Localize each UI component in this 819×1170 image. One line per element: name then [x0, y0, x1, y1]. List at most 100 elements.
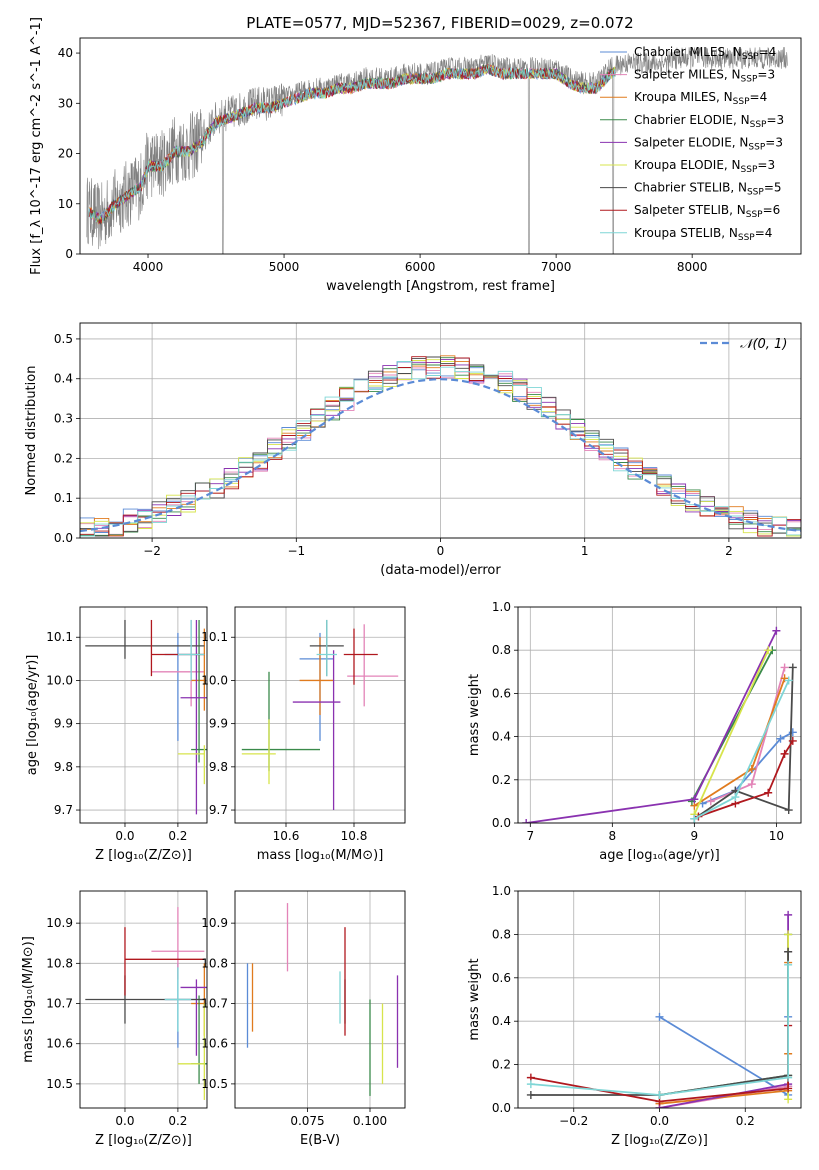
weight-marker [788, 736, 797, 745]
legend-count: =3 [765, 135, 783, 149]
x-tick-label: 0.075 [290, 1114, 324, 1128]
legend-sub: SSP [741, 165, 758, 175]
legend-sub: SSP [742, 52, 759, 62]
axes-frame [79, 37, 802, 255]
legend-sub: SSP [748, 142, 765, 152]
x-tick-label: 8 [609, 829, 617, 843]
y-tick-label: 10.5 [46, 1077, 73, 1091]
weight-marker [784, 947, 793, 956]
axes-weight-vs-Z: −0.2 0.0 0.2 0.0 0.2 0.4 0.6 0.8 1.0 Z [log₁₀(Z/Z… [467, 884, 801, 1148]
y-tick-label: 10.7 [46, 997, 73, 1011]
axes-frame [517, 890, 802, 1109]
legend-name: Salpeter MILES, N [634, 68, 741, 82]
axes-weight-vs-age: 7 8 9 10 0.0 0.2 0.4 0.6 0.8 1.0 age [log₁₀(age/yr… [467, 600, 801, 863]
legend-label: Salpeter STELIB, NSSP=6 [634, 203, 780, 220]
legend-sub: SSP [750, 120, 767, 130]
axes-residuals: −2 −1 0 1 2 0.0 0.1 0.2 0.3 0.4 0.5 (data-model)/er… [24, 323, 801, 578]
y-tick-label: 0.8 [492, 643, 511, 657]
errorbars-age-vs-mass [241, 619, 399, 811]
legend-name: Salpeter ELODIE, N [634, 135, 748, 149]
y-tick-label: 9.7 [209, 803, 228, 817]
y-tick-label: 0.0 [54, 531, 73, 545]
errorbars-age-vs-Z [85, 619, 207, 815]
y-axis-label: age [log₁₀(age/yr)] [25, 655, 40, 776]
weight-marker [772, 626, 781, 635]
weight-marker [784, 806, 793, 815]
legend-sub: SSP [747, 188, 764, 198]
legend-label: Chabrier ELODIE, NSSP=3 [634, 113, 784, 130]
weight-marker [764, 646, 773, 655]
normal-curve [80, 378, 801, 533]
y-tick-label: 0.2 [492, 1058, 511, 1072]
y-tick-label: 1.0 [492, 600, 511, 614]
x-tick-label: 6000 [405, 260, 436, 274]
weight-marker [526, 1090, 535, 1099]
y-tick-label: 9.7 [54, 803, 73, 817]
model-spectrum [87, 63, 616, 223]
y-tick-label: 0.4 [54, 372, 73, 386]
weight-marker [784, 676, 793, 685]
y-tick-label: 10.8 [201, 956, 228, 970]
x-tick-label: 0.0 [115, 1114, 134, 1128]
x-axis-label: wavelength [Angstrom, rest frame] [326, 279, 555, 294]
y-tick-label: 20 [58, 147, 73, 161]
axes-frame [517, 606, 802, 824]
x-tick-label: 0.2 [168, 829, 187, 843]
y-tick-label: 1.0 [492, 884, 511, 898]
legend-count: =3 [766, 113, 784, 127]
legend-label: Kroupa STELIB, NSSP=4 [634, 226, 772, 243]
axes-mass-vs-Z: 0.0 0.2 10.5 10.6 10.7 10.8 10.9 Z [log₁₀(Z/Z⊙)… [21, 891, 207, 1148]
y-tick-label: 0.4 [492, 1014, 511, 1028]
y-tick-label: 0.0 [492, 1101, 511, 1115]
weight-marker [526, 1080, 535, 1089]
legend-label: Salpeter MILES, NSSP=3 [634, 68, 775, 85]
y-tick-label: 10.7 [201, 997, 228, 1011]
histograms [80, 355, 801, 537]
weight-line [693, 667, 794, 820]
weight-marker [784, 1073, 793, 1082]
legend-sub: SSP [738, 233, 755, 243]
weight-line [659, 934, 789, 1096]
y-tick-label: 10.6 [201, 1037, 228, 1051]
weight-line [659, 1016, 789, 1097]
legend-count: =4 [750, 90, 768, 104]
y-tick-label: 0.3 [54, 412, 73, 426]
y-axis-label: mass weight [467, 958, 482, 1040]
legend-name: Kroupa MILES, N [634, 90, 733, 104]
y-tick-label: 10 [58, 197, 73, 211]
axes-frame [79, 322, 802, 539]
y-tick-label: 0.6 [492, 971, 511, 985]
x-tick-label: 4000 [133, 260, 164, 274]
y-tick-label: 0.2 [492, 773, 511, 787]
errorbars-mass-vs-Z [85, 907, 207, 1100]
weight-marker [747, 780, 756, 789]
legend-label: Kroupa ELODIE, NSSP=3 [634, 158, 775, 175]
x-tick-label: 0.2 [736, 1114, 755, 1128]
y-tick-label: 40 [58, 46, 73, 60]
x-tick-label: 0 [437, 544, 445, 558]
y-tick-label: 9.9 [209, 717, 228, 731]
y-axis-label: mass weight [467, 674, 482, 756]
x-axis-label: Z [log₁₀(Z/Z⊙)] [95, 1133, 192, 1148]
weight-line [526, 630, 778, 823]
y-tick-label: 0.0 [492, 816, 511, 830]
y-tick-label: 10.9 [46, 916, 73, 930]
y-tick-label: 0 [65, 247, 73, 261]
plot-layer: 4000 5000 6000 7000 8000010203040wavelength … [21, 17, 802, 1148]
y-tick-label: 10.6 [46, 1037, 73, 1051]
y-tick-label: 0.8 [492, 927, 511, 941]
y-tick-label: 10.1 [201, 630, 228, 644]
weight-marker [784, 930, 793, 939]
x-tick-label: 9 [691, 829, 699, 843]
x-tick-label: −1 [287, 544, 305, 558]
y-tick-label: 0.5 [54, 332, 73, 346]
legend-name: Chabrier MILES, N [634, 45, 742, 59]
x-tick-label: 7000 [541, 260, 572, 274]
legend-sub: SSP [733, 97, 750, 107]
spectrum-lines [86, 47, 788, 254]
x-tick-label: 0.0 [115, 829, 134, 843]
y-axis-label: Normed distribution [24, 366, 39, 496]
legend-count: =5 [764, 181, 782, 195]
x-axis-label: mass [log₁₀(M/M⊙)] [257, 848, 384, 863]
